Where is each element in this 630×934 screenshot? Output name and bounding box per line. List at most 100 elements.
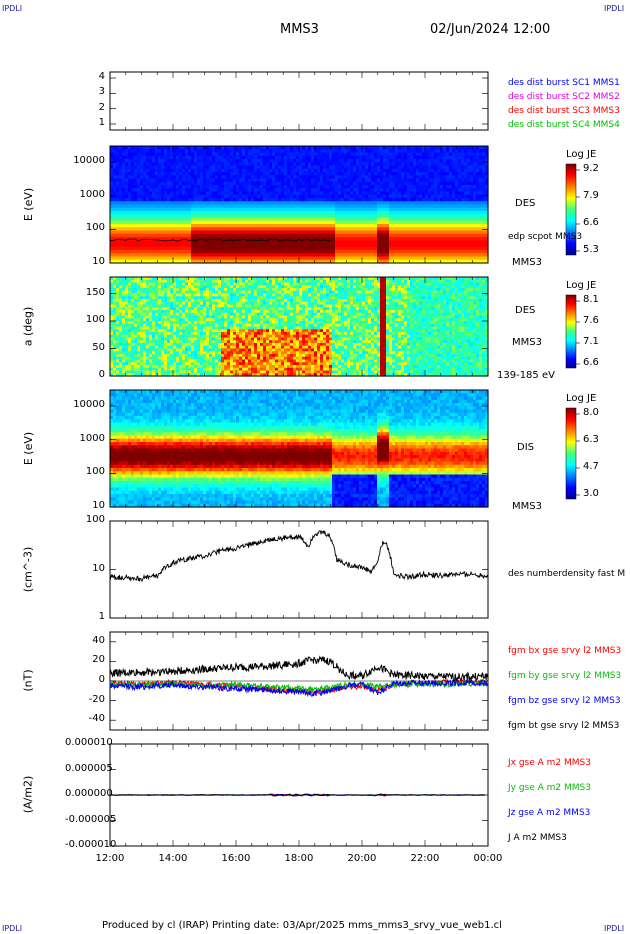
des_energy-heatmap-cell xyxy=(119,159,123,163)
des_energy-heatmap-cell xyxy=(401,159,405,163)
des_energy-heatmap-cell xyxy=(119,237,123,241)
des_energy-heatmap-cell xyxy=(143,259,147,264)
des_energy-heatmap-cell xyxy=(332,188,336,193)
des_pitch-heatmap-cell xyxy=(128,329,132,333)
des_energy-heatmap-cell xyxy=(197,227,201,232)
des_energy-heatmap-cell xyxy=(401,237,405,241)
des_energy-heatmap-cell xyxy=(140,165,144,170)
des_energy-heatmap-cell xyxy=(452,168,456,173)
des_energy-heatmap-cell xyxy=(413,155,417,160)
des_energy-heatmap-cell xyxy=(338,168,342,173)
des_energy-heatmap-cell xyxy=(167,159,171,163)
des_pitch-heatmap-cell xyxy=(122,351,126,355)
des_energy-heatmap-cell xyxy=(368,204,372,209)
des_energy-heatmap-cell xyxy=(431,243,435,248)
des_pitch-heatmap-cell xyxy=(119,293,123,297)
des_energy-heatmap-cell xyxy=(398,191,402,196)
des_energy-heatmap-cell xyxy=(452,159,456,163)
des_energy-heatmap-cell xyxy=(419,220,423,225)
des_energy-heatmap-cell xyxy=(374,253,378,258)
des_energy-heatmap-cell xyxy=(380,259,384,264)
des_energy-heatmap-cell xyxy=(407,240,411,245)
des_energy-heatmap-cell xyxy=(245,240,249,245)
des_energy-heatmap-cell xyxy=(419,237,423,241)
des_energy-heatmap-cell xyxy=(422,220,426,225)
des_energy-heatmap-cell xyxy=(152,149,156,154)
des_energy-heatmap-cell xyxy=(209,224,213,228)
des_energy-heatmap-cell xyxy=(146,214,150,219)
des_energy-heatmap-cell xyxy=(329,256,333,261)
des_energy-heatmap-cell xyxy=(326,233,330,238)
des_energy-heatmap-cell xyxy=(281,168,285,173)
des_energy-heatmap-cell xyxy=(395,246,399,251)
des_energy-heatmap-cell xyxy=(386,191,390,196)
des_energy-heatmap-cell xyxy=(197,149,201,154)
des_energy-heatmap-cell xyxy=(389,207,393,212)
des_energy-heatmap-cell xyxy=(116,152,120,157)
des_energy-heatmap-cell xyxy=(158,240,162,245)
des_energy-heatmap-cell xyxy=(371,172,375,176)
des_energy-heatmap-cell xyxy=(296,159,300,163)
des_energy-heatmap-cell xyxy=(482,233,486,238)
des_energy-heatmap-cell xyxy=(350,237,354,241)
des_pitch-heatmap-cell xyxy=(116,326,120,330)
des_energy-heatmap-cell xyxy=(470,168,474,173)
des_energy-heatmap-cell xyxy=(182,181,186,186)
des_energy-heatmap-cell xyxy=(461,230,465,235)
des_energy-heatmap-cell xyxy=(167,230,171,235)
des_energy-heatmap-cell xyxy=(134,256,138,261)
des_energy-heatmap-cell xyxy=(461,172,465,176)
des_energy-heatmap-cell xyxy=(383,175,387,180)
des_energy-heatmap-cell xyxy=(449,201,453,206)
des_energy-heatmap-cell xyxy=(443,175,447,180)
des_energy-heatmap-cell xyxy=(140,194,144,199)
des_energy-heatmap-cell xyxy=(248,233,252,238)
des_energy-heatmap-cell xyxy=(434,224,438,228)
des_energy-heatmap-cell xyxy=(197,191,201,196)
des_pitch-heatmap-cell xyxy=(116,296,120,300)
des_energy-heatmap-cell xyxy=(392,224,396,228)
des_energy-heatmap-cell xyxy=(413,201,417,206)
des_energy-heatmap-cell xyxy=(479,240,483,245)
des_energy-heatmap-cell xyxy=(347,178,351,183)
des_energy-heatmap-cell xyxy=(461,220,465,225)
des_energy-heatmap-cell xyxy=(224,250,228,254)
des_energy-heatmap-cell xyxy=(356,227,360,232)
des_pitch-heatmap-cell xyxy=(134,348,138,352)
des_energy-heatmap-cell xyxy=(290,185,294,189)
des_energy-heatmap-cell xyxy=(326,185,330,189)
des_energy-heatmap-cell xyxy=(230,152,234,157)
des_energy-heatmap-cell xyxy=(389,146,393,150)
des_energy-heatmap-cell xyxy=(248,149,252,154)
des_energy-heatmap-cell xyxy=(455,253,459,258)
des_energy-heatmap-cell xyxy=(446,178,450,183)
des_energy-heatmap-cell xyxy=(206,172,210,176)
des_energy-heatmap-cell xyxy=(338,175,342,180)
des_energy-heatmap-cell xyxy=(434,211,438,215)
des_pitch-heatmap-cell xyxy=(125,326,129,330)
des_energy-heatmap-cell xyxy=(356,188,360,193)
des_energy-heatmap-cell xyxy=(230,191,234,196)
des_energy-heatmap-cell xyxy=(146,149,150,154)
des_energy-heatmap-cell xyxy=(317,178,321,183)
des_energy-heatmap-cell xyxy=(428,233,432,238)
des_energy-heatmap-cell xyxy=(152,159,156,163)
des_energy-heatmap-cell xyxy=(425,240,429,245)
des_energy-heatmap-cell xyxy=(194,165,198,170)
des_energy-heatmap-cell xyxy=(437,185,441,189)
des_energy-heatmap-cell xyxy=(323,198,327,202)
des_pitch-heatmap-cell xyxy=(122,288,126,292)
des_energy-heatmap-cell xyxy=(206,253,210,258)
des_energy-heatmap-cell xyxy=(476,227,480,232)
des_energy-heatmap-cell xyxy=(377,159,381,163)
des_energy-heatmap-cell xyxy=(293,172,297,176)
des_energy-heatmap-cell xyxy=(194,259,198,264)
des_energy-heatmap-cell xyxy=(239,198,243,202)
des_energy-heatmap-cell xyxy=(371,230,375,235)
des_energy-heatmap-cell xyxy=(392,243,396,248)
des_energy-heatmap-cell xyxy=(305,250,309,254)
des_pitch-heatmap-cell xyxy=(110,359,114,363)
des_energy-heatmap-cell xyxy=(287,162,291,167)
des_energy-heatmap-cell xyxy=(293,185,297,189)
des_energy-heatmap-cell xyxy=(323,246,327,251)
